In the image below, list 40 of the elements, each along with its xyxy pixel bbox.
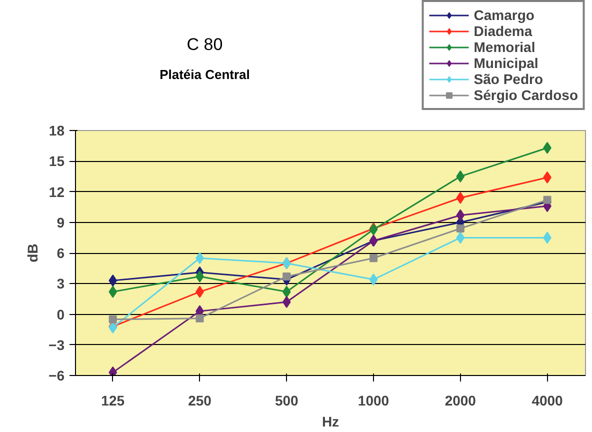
x-tick-label: 500 xyxy=(274,392,299,408)
legend-label: Sérgio Cardoso xyxy=(474,87,578,103)
point xyxy=(456,192,465,204)
y-tick-label: 18 xyxy=(48,122,65,138)
point xyxy=(369,274,378,286)
chart-title: C 80 xyxy=(186,35,223,54)
y-tick-label: 15 xyxy=(48,153,65,170)
point xyxy=(543,196,552,204)
point xyxy=(456,170,465,182)
x-tick-label: 4000 xyxy=(532,392,564,408)
point xyxy=(456,209,465,222)
y-tick-label: −3 xyxy=(48,336,65,353)
y-axis-title: dB xyxy=(24,244,41,262)
legend-label: Memorial xyxy=(474,39,536,55)
legend-label: Diadema xyxy=(474,23,532,39)
point xyxy=(108,274,118,287)
point xyxy=(282,272,291,280)
point xyxy=(456,232,465,244)
point xyxy=(282,296,291,308)
point xyxy=(108,286,118,298)
y-tick-label: 3 xyxy=(56,276,65,292)
point xyxy=(196,314,204,322)
x-tick-label: 1000 xyxy=(358,392,390,408)
y-tick-label: 0 xyxy=(56,306,65,322)
x-tick-label: 125 xyxy=(101,392,125,408)
y-tick-label: 6 xyxy=(56,245,65,261)
y-tick-label: 9 xyxy=(56,214,65,230)
chart-subtitle: Platéia Central xyxy=(160,67,250,82)
x-tick-label: 2000 xyxy=(444,392,476,408)
legend-label: São Pedro xyxy=(474,71,543,87)
point xyxy=(456,224,464,232)
x-axis-title: Hz xyxy=(322,414,340,430)
legend-label: Municipal xyxy=(474,55,538,71)
y-tick-label: −6 xyxy=(48,368,65,384)
x-tick-label: 250 xyxy=(188,392,212,408)
point xyxy=(108,315,117,324)
point xyxy=(370,254,378,262)
y-tick-label: 12 xyxy=(48,184,65,200)
legend-label: Camargo xyxy=(474,7,534,23)
point xyxy=(282,286,291,298)
